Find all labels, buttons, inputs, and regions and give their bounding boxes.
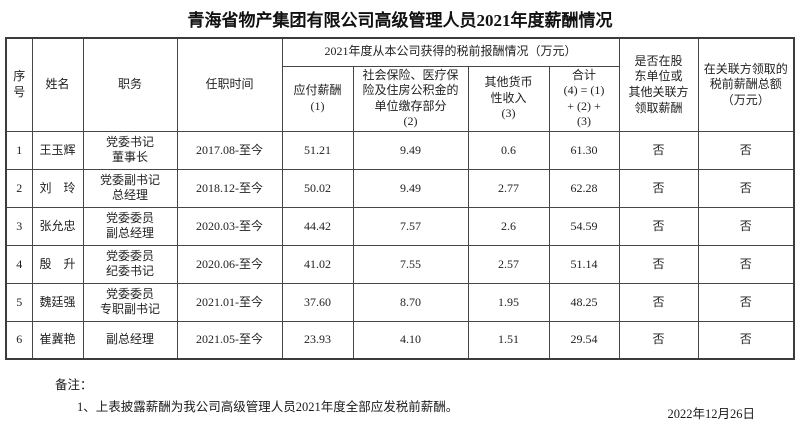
cell-tenure: 2020.06-至今 xyxy=(176,244,283,284)
cell-position: 党委委员 纪委书记 xyxy=(82,244,178,284)
col-header-related-flag: 是否在股 东单位或 其他关联方 领取薪酬 xyxy=(618,37,699,132)
col-header-name: 姓名 xyxy=(31,37,84,132)
table-row: 2 刘 玲 党委副书记 总经理 2018.12-至今 50.02 9.49 2.… xyxy=(5,168,795,208)
cell-tenure: 2020.03-至今 xyxy=(176,206,283,246)
cell-seq: 1 xyxy=(5,130,33,170)
cell-seq: 4 xyxy=(5,244,33,284)
cell-related-amount: 否 xyxy=(697,244,795,284)
cell-position: 党委委员 副总经理 xyxy=(82,206,178,246)
cell-other: 2.57 xyxy=(467,244,550,284)
note-item: 1、上表披露薪酬为我公司高级管理人员2021年度全部应发税前薪酬。 xyxy=(77,400,459,415)
table-row: 4 殷 升 党委委员 纪委书记 2020.06-至今 41.02 7.55 2.… xyxy=(5,244,795,284)
cell-total: 54.59 xyxy=(548,206,620,246)
cell-insurance: 7.57 xyxy=(352,206,469,246)
cell-related-amount: 否 xyxy=(697,282,795,322)
cell-payable: 44.42 xyxy=(281,206,354,246)
cell-related-flag: 否 xyxy=(618,130,699,170)
cell-tenure: 2021.05-至今 xyxy=(176,320,283,360)
cell-name: 刘 玲 xyxy=(31,168,84,208)
cell-related-flag: 否 xyxy=(618,168,699,208)
cell-seq: 6 xyxy=(5,320,33,360)
cell-other: 2.6 xyxy=(467,206,550,246)
cell-total: 48.25 xyxy=(548,282,620,322)
cell-payable: 23.93 xyxy=(281,320,354,360)
cell-insurance: 9.49 xyxy=(352,130,469,170)
cell-name: 殷 升 xyxy=(31,244,84,284)
cell-name: 崔冀艳 xyxy=(31,320,84,360)
col-header-insurance: 社会保险、医疗保 险及住房公积金的 单位缴存部分 (2) xyxy=(352,65,469,132)
cell-payable: 51.21 xyxy=(281,130,354,170)
cell-insurance: 9.49 xyxy=(352,168,469,208)
cell-related-amount: 否 xyxy=(697,320,795,360)
col-header-payable: 应付薪酬 (1) xyxy=(281,65,354,132)
cell-related-amount: 否 xyxy=(697,206,795,246)
cell-tenure: 2018.12-至今 xyxy=(176,168,283,208)
salary-table: 序 号 姓名 职务 任职时间 2021年度从本公司获得的税前报酬情况（万元） 是… xyxy=(5,37,796,361)
cell-related-flag: 否 xyxy=(618,244,699,284)
cell-related-amount: 否 xyxy=(697,168,795,208)
cell-name: 王玉辉 xyxy=(31,130,84,170)
cell-related-flag: 否 xyxy=(618,282,699,322)
cell-tenure: 2017.08-至今 xyxy=(176,130,283,170)
cell-seq: 3 xyxy=(5,206,33,246)
col-header-other-income: 其他货币 性收入 (3) xyxy=(467,65,550,132)
page-title: 青海省物产集团有限公司高级管理人员2021年度薪酬情况 xyxy=(187,11,613,30)
cell-insurance: 4.10 xyxy=(352,320,469,360)
cell-total: 29.54 xyxy=(548,320,620,360)
cell-seq: 2 xyxy=(5,168,33,208)
cell-related-flag: 否 xyxy=(618,320,699,360)
document-date: 2022年12月26日 xyxy=(667,407,755,421)
cell-other: 0.6 xyxy=(467,130,550,170)
cell-total: 61.30 xyxy=(548,130,620,170)
cell-payable: 50.02 xyxy=(281,168,354,208)
col-header-seq: 序 号 xyxy=(5,37,33,132)
cell-name: 张允忠 xyxy=(31,206,84,246)
col-header-related-amount: 在关联方领取的 税前薪酬总额 （万元） xyxy=(697,37,795,132)
cell-payable: 41.02 xyxy=(281,244,354,284)
col-header-position: 职务 xyxy=(82,37,178,132)
cell-insurance: 7.55 xyxy=(352,244,469,284)
cell-tenure: 2021.01-至今 xyxy=(176,282,283,322)
cell-other: 2.77 xyxy=(467,168,550,208)
cell-other: 1.95 xyxy=(467,282,550,322)
table-row: 5 魏廷强 党委委员 专职副书记 2021.01-至今 37.60 8.70 1… xyxy=(5,282,795,322)
cell-related-amount: 否 xyxy=(697,130,795,170)
table-row: 1 王玉辉 党委书记 董事长 2017.08-至今 51.21 9.49 0.6… xyxy=(5,130,795,170)
col-header-tenure: 任职时间 xyxy=(176,37,283,132)
cell-position: 副总经理 xyxy=(82,320,178,360)
cell-total: 62.28 xyxy=(548,168,620,208)
notes-section: 备注： 1、上表披露薪酬为我公司高级管理人员2021年度全部应发税前薪酬。 xyxy=(55,374,800,415)
cell-other: 1.51 xyxy=(467,320,550,360)
table-row: 6 崔冀艳 副总经理 2021.05-至今 23.93 4.10 1.51 29… xyxy=(5,320,795,360)
cell-insurance: 8.70 xyxy=(352,282,469,322)
cell-name: 魏廷强 xyxy=(31,282,84,322)
cell-position: 党委副书记 总经理 xyxy=(82,168,178,208)
cell-related-flag: 否 xyxy=(618,206,699,246)
cell-payable: 37.60 xyxy=(281,282,354,322)
cell-total: 51.14 xyxy=(548,244,620,284)
cell-position: 党委委员 专职副书记 xyxy=(82,282,178,322)
cell-seq: 5 xyxy=(5,282,33,322)
col-header-total: 合计 (4) = (1) + (2) + (3) xyxy=(548,65,620,132)
cell-position: 党委书记 董事长 xyxy=(82,130,178,170)
col-header-compensation-group: 2021年度从本公司获得的税前报酬情况（万元） xyxy=(281,37,620,67)
table-row: 3 张允忠 党委委员 副总经理 2020.03-至今 44.42 7.57 2.… xyxy=(5,206,795,246)
notes-label: 备注： xyxy=(55,378,93,393)
